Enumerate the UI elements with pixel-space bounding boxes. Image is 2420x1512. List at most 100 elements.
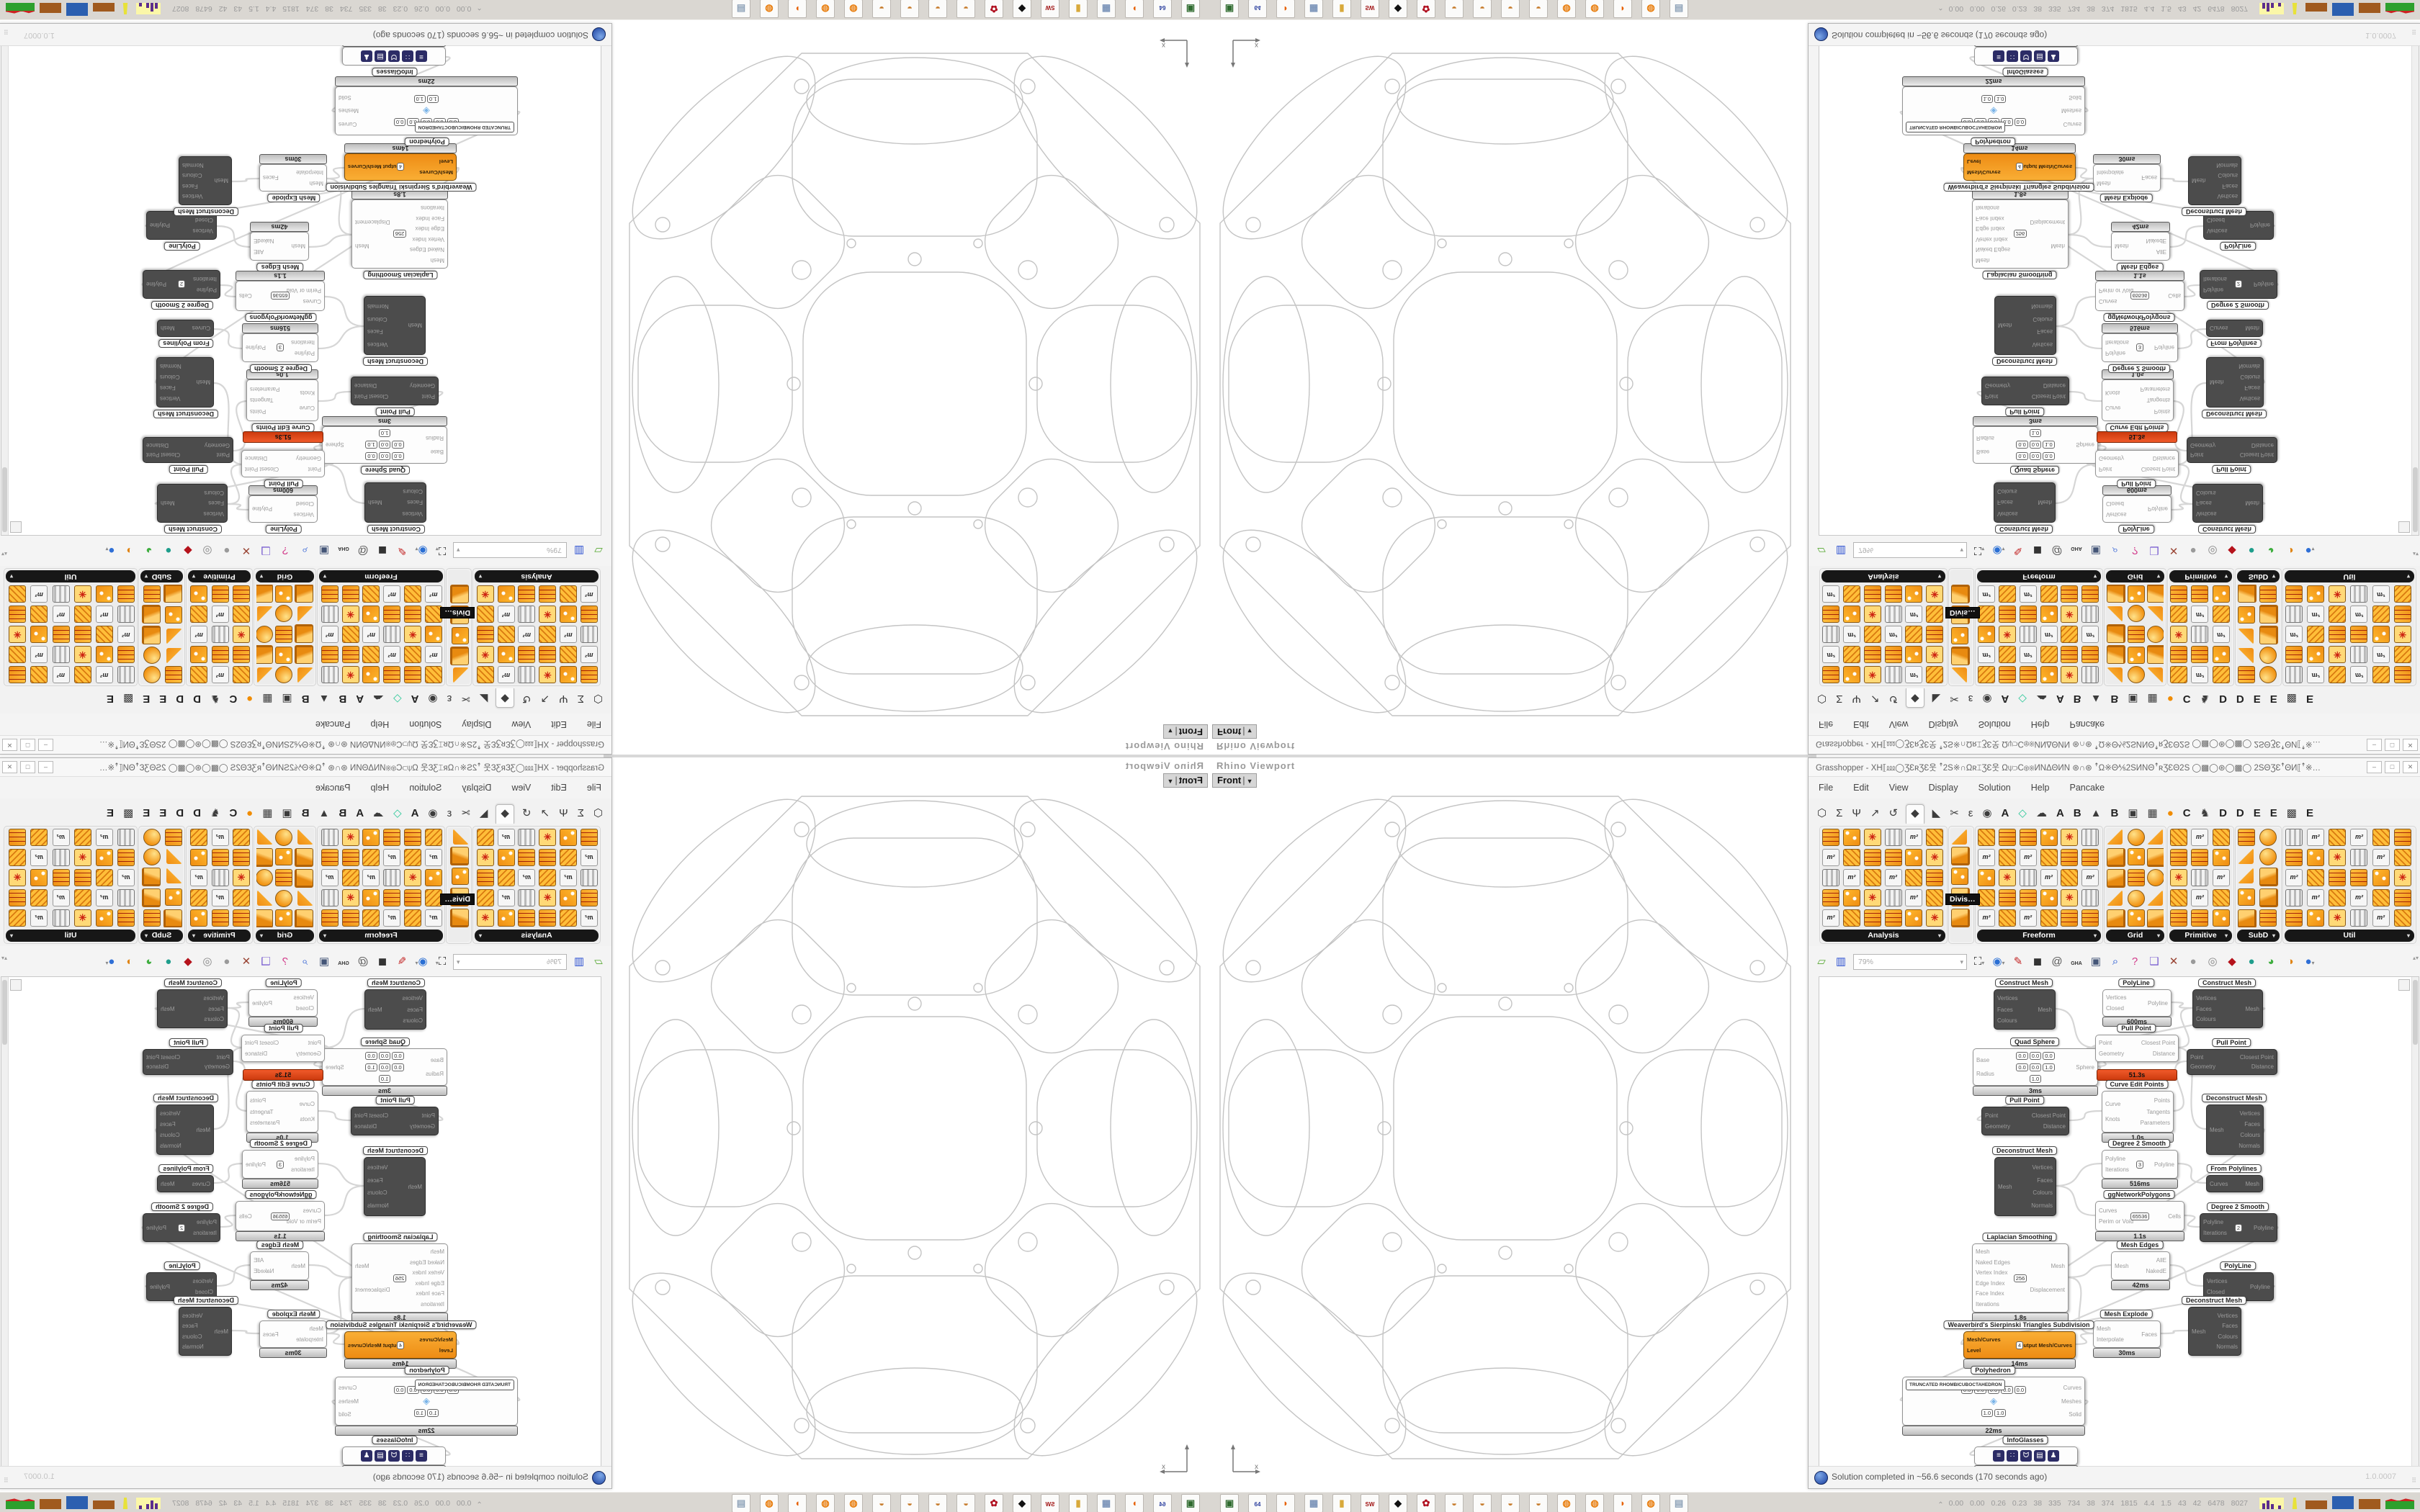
taskbar-app-red-badge[interactable]: ✿ <box>985 0 1003 18</box>
component-icon[interactable] <box>2147 848 2164 867</box>
input-port[interactable]: Curve <box>2105 405 2121 411</box>
sketch-icon[interactable]: ✎ <box>397 544 407 557</box>
output-port[interactable]: Closest Point <box>146 1053 181 1061</box>
tab-cloud[interactable]: ☁ <box>373 807 385 819</box>
component-icon[interactable] <box>211 909 229 927</box>
gh-canvas[interactable]: Construct Mesh Vertices Faces Colours Mesh Qu… <box>1819 976 2419 1467</box>
save-icon[interactable]: ▥ <box>1835 544 1847 557</box>
component-d2sC[interactable]: Polyline Iterations Polyline 2 <box>2200 1213 2277 1242</box>
component-icon[interactable] <box>341 585 359 603</box>
taskbar-app-krita-1[interactable]: ◒ <box>956 0 975 18</box>
gh-canvas[interactable]: Construct Mesh Vertices Faces Colours Mesh Qu… <box>1 45 601 536</box>
output-port[interactable]: Normals <box>160 1143 182 1149</box>
output-port[interactable]: Mesh <box>161 325 175 332</box>
component-dmC[interactable]: Mesh Vertices Faces Colours Normals <box>156 1104 214 1155</box>
input-port[interactable]: Geometry <box>295 1050 321 1057</box>
component-icon[interactable] <box>2372 606 2390 623</box>
component-icon[interactable] <box>2329 626 2347 643</box>
taskbar-app-terminal[interactable]: ▣ <box>1181 1494 1200 1512</box>
panel-label[interactable]: Freeform ▾ <box>1977 930 2101 942</box>
component-icon[interactable] <box>1951 667 1967 683</box>
component-icon[interactable] <box>1884 889 1902 906</box>
component-icon[interactable]: ✳ <box>2393 869 2411 886</box>
number-chip[interactable]: 0.0 <box>2029 1051 2042 1060</box>
tab-grid[interactable]: ▦ <box>262 807 273 819</box>
output-port[interactable]: Mesh <box>2245 1005 2259 1012</box>
component-icon[interactable] <box>163 585 182 603</box>
component-icon[interactable] <box>190 909 208 927</box>
tab-letter-B[interactable]: B <box>2110 807 2119 819</box>
component-icon[interactable]: m² <box>425 909 442 927</box>
component-icon[interactable] <box>190 585 208 603</box>
component-icon[interactable] <box>1884 909 1902 927</box>
component-icon[interactable]: m² <box>1905 606 1923 623</box>
component-icon[interactable] <box>1926 829 1944 846</box>
component-icon[interactable] <box>95 646 113 663</box>
output-port[interactable]: Faces <box>182 182 198 189</box>
component-icon[interactable] <box>2107 848 2125 867</box>
component-icon[interactable] <box>1951 908 1970 927</box>
gha-icon[interactable]: GHA <box>2071 961 2082 966</box>
output-port[interactable]: Solid <box>339 94 351 102</box>
input-port[interactable]: Mesh <box>2097 1326 2111 1333</box>
number-chip[interactable]: 3 <box>276 1160 284 1169</box>
tab-mountain[interactable]: ▲ <box>2090 807 2102 819</box>
input-port[interactable]: Vertices <box>2106 994 2127 1002</box>
zoom-fit-icon[interactable]: ⛶▾ <box>435 955 447 968</box>
search-icon[interactable]: ⌕ <box>301 544 308 557</box>
component-icon[interactable]: ✳ <box>1863 889 1881 906</box>
component-icon[interactable]: m² <box>52 666 70 683</box>
component-icon[interactable] <box>2040 646 2058 663</box>
component-icon[interactable] <box>2329 889 2347 906</box>
component-icon[interactable]: ✳ <box>1998 869 2016 886</box>
component-cmA[interactable]: Vertices Faces Colours Mesh <box>364 989 426 1030</box>
taskbar-app-krita-3[interactable]: ◒ <box>900 1494 919 1512</box>
component-icon[interactable] <box>404 646 422 663</box>
component-icon[interactable]: m² <box>2350 889 2368 906</box>
component-icon[interactable]: m² <box>362 869 380 886</box>
output-port[interactable]: Faces <box>160 384 176 391</box>
output-port[interactable]: Mesh <box>161 1005 175 1012</box>
chevron-up-icon[interactable]: ⌃ <box>1937 1501 1944 1509</box>
component-ppC[interactable]: Point Geometry Closest Point Distance <box>2187 1049 2277 1075</box>
infoglasses-chip-icon[interactable]: ▤ <box>2034 50 2045 62</box>
component-icon[interactable] <box>2372 869 2390 886</box>
input-port[interactable]: Radius <box>426 1071 444 1077</box>
component-icon[interactable]: m² <box>2307 889 2325 906</box>
infoglasses-chip-icon[interactable]: ∷ <box>2007 1450 2018 1462</box>
component-icon[interactable] <box>2212 585 2230 603</box>
menu-file[interactable]: File <box>586 719 601 729</box>
output-port[interactable]: Vertices <box>2032 341 2053 348</box>
component-icon[interactable] <box>275 626 292 643</box>
zoom-fit-icon[interactable]: ⛶▾ <box>435 544 447 557</box>
canvas-scrollbar[interactable] <box>2411 45 2419 535</box>
tab-letter-D[interactable]: D <box>193 693 201 705</box>
component-icon[interactable]: m² <box>518 869 536 886</box>
component-d2sC[interactable]: Polyline Iterations Polyline 2 <box>143 270 220 299</box>
component-icon[interactable] <box>1822 829 1839 846</box>
component-icon[interactable] <box>2107 624 2125 643</box>
component-icon[interactable] <box>2393 646 2411 663</box>
output-port[interactable]: Faces <box>367 1176 383 1184</box>
input-port[interactable]: Point <box>2190 451 2204 459</box>
output-port[interactable]: Closest Point <box>2031 1112 2066 1119</box>
tab-surface[interactable]: ◣ <box>479 807 488 819</box>
component-icon[interactable]: ✳ <box>341 889 359 906</box>
number-chip[interactable]: 0.0 <box>378 452 391 461</box>
ball-blue-icon[interactable]: ●▾ <box>105 955 115 968</box>
component-icon[interactable] <box>30 606 48 623</box>
component-icon[interactable] <box>52 646 70 663</box>
output-port[interactable]: Normals <box>367 1202 389 1209</box>
canvas-nav-icon[interactable] <box>2398 979 2410 991</box>
tab-ellipse[interactable]: ● <box>2166 693 2174 705</box>
output-port[interactable]: Colours <box>2240 1132 2260 1138</box>
component-icon[interactable] <box>211 646 229 663</box>
component-icon[interactable] <box>2393 585 2411 603</box>
component-ppB[interactable]: Point Geometry Closest Point Distance <box>2095 1035 2179 1062</box>
number-chip[interactable]: 0.0 <box>393 1385 406 1394</box>
component-icon[interactable] <box>581 606 598 623</box>
component-icon[interactable]: m² <box>2019 646 2037 663</box>
component-cmC[interactable]: Vertices Faces Colours Mesh <box>157 989 228 1028</box>
component-icon[interactable] <box>1926 626 1944 643</box>
output-port[interactable]: Closest Point <box>354 1112 389 1119</box>
